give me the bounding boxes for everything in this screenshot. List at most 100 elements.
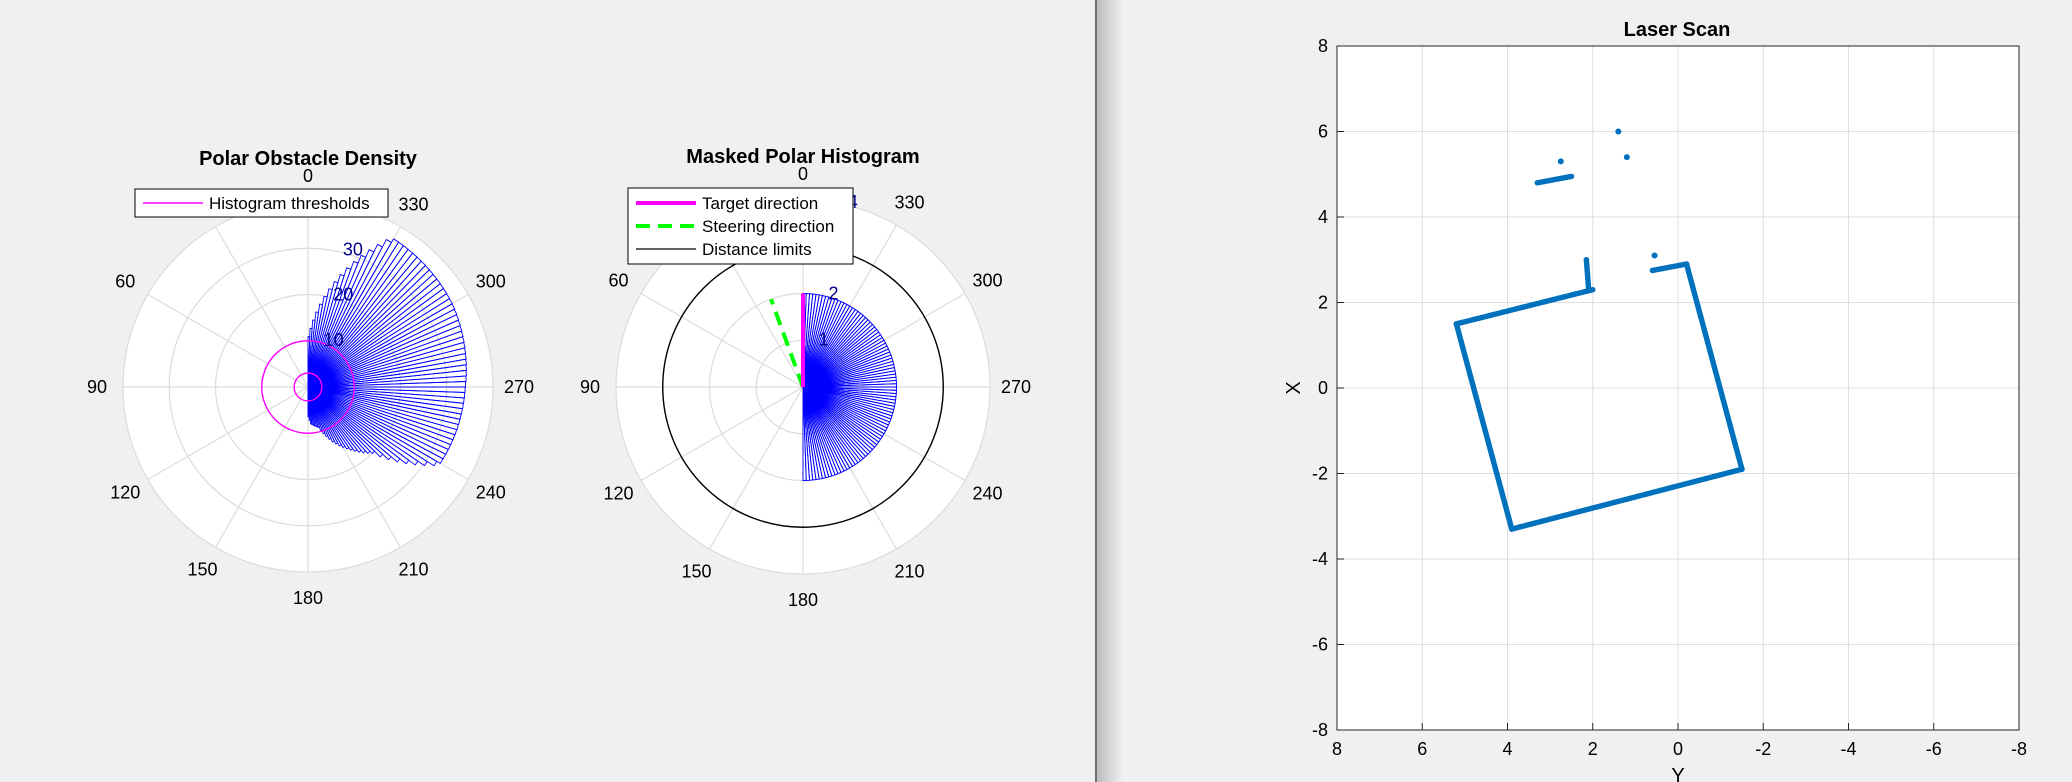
scan-point bbox=[1589, 286, 1596, 293]
x-tick-label: -2 bbox=[1755, 739, 1771, 759]
theta-tick-label: 240 bbox=[476, 483, 506, 503]
r-tick-label: 1 bbox=[819, 329, 829, 349]
theta-tick-label: 180 bbox=[293, 588, 323, 608]
scan-point bbox=[1568, 173, 1575, 180]
y-tick-label: 4 bbox=[1318, 207, 1328, 227]
histogram-bars bbox=[307, 238, 468, 467]
histogram-bar bbox=[307, 303, 324, 388]
scan-point bbox=[1557, 158, 1564, 165]
x-tick-label: 2 bbox=[1588, 739, 1598, 759]
polar-spoke bbox=[214, 386, 309, 548]
theta-tick-label: 150 bbox=[187, 560, 217, 580]
y-axis-label: X bbox=[1283, 381, 1305, 394]
theta-tick-label: 90 bbox=[87, 377, 107, 397]
y-tick-label: -6 bbox=[1312, 635, 1328, 655]
legend-label-limits: Distance limits bbox=[702, 240, 812, 259]
chart-title: Masked Polar Histogram bbox=[686, 146, 919, 168]
y-tick-label: 0 bbox=[1318, 378, 1328, 398]
threshold-circle bbox=[261, 340, 355, 434]
x-tick-label: -6 bbox=[1926, 739, 1942, 759]
y-tick-label: 6 bbox=[1318, 122, 1328, 142]
threshold-circle bbox=[293, 372, 323, 402]
y-tick-label: -8 bbox=[1312, 720, 1328, 740]
masked-polar-histogram-chart: Masked Polar Histogram 03060901201501802… bbox=[580, 146, 1031, 610]
theta-tick-label: 270 bbox=[1001, 377, 1031, 397]
legend-label-target: Target direction bbox=[702, 194, 818, 213]
legend: Target direction Steering direction Dist… bbox=[627, 187, 854, 265]
histogram-bar bbox=[307, 288, 333, 388]
y-tick-label: 2 bbox=[1318, 293, 1328, 313]
polar-spoke bbox=[708, 386, 804, 550]
legend-label-steering: Steering direction bbox=[702, 217, 834, 236]
histogram-bars bbox=[802, 293, 897, 481]
theta-tick-label: 210 bbox=[398, 560, 428, 580]
scan-points bbox=[1453, 128, 1745, 532]
theta-tick-label: 120 bbox=[604, 484, 634, 504]
histogram-bar bbox=[307, 238, 393, 388]
theta-tick-label: 60 bbox=[609, 271, 629, 291]
theta-tick-label: 90 bbox=[580, 377, 600, 397]
steering-direction-line bbox=[769, 298, 805, 388]
histogram-bar bbox=[307, 295, 328, 388]
y-tick-label: 8 bbox=[1318, 36, 1328, 56]
x-axis-label: Y bbox=[1671, 765, 1684, 782]
x-tick-label: 6 bbox=[1417, 739, 1427, 759]
polar-spoke bbox=[147, 386, 309, 481]
legend-label-thresholds: Histogram thresholds bbox=[209, 194, 370, 213]
histogram-bar bbox=[307, 254, 367, 388]
x-tick-label: 0 bbox=[1673, 739, 1683, 759]
scan-point bbox=[1651, 252, 1658, 259]
polar-obstacle-density-chart: Polar Obstacle Density 0 30 60 90 120 150 180 2… bbox=[87, 148, 534, 608]
chart-title: Laser Scan bbox=[1624, 19, 1731, 41]
theta-tick-label: 240 bbox=[972, 484, 1002, 504]
theta-tick-label: 210 bbox=[894, 561, 924, 581]
histogram-bar bbox=[307, 243, 384, 388]
histogram-bar bbox=[307, 280, 339, 388]
window-divider bbox=[1095, 0, 1123, 782]
r-tick-label: 10 bbox=[324, 330, 344, 350]
r-tick-label: 30 bbox=[343, 239, 363, 259]
histogram-bar bbox=[307, 267, 352, 388]
histogram-bar bbox=[307, 319, 316, 388]
legend: Histogram thresholds bbox=[134, 188, 389, 218]
theta-tick-label: 0 bbox=[303, 166, 313, 186]
scan-point bbox=[1623, 154, 1630, 161]
theta-tick-label: 120 bbox=[110, 483, 140, 503]
theta-tick-label: 300 bbox=[476, 272, 506, 292]
y-tick-label: -2 bbox=[1312, 464, 1328, 484]
x-tick-label: 4 bbox=[1502, 739, 1512, 759]
theta-tick-label: 150 bbox=[681, 561, 711, 581]
scan-point bbox=[1583, 256, 1590, 263]
histogram-bar bbox=[307, 273, 345, 388]
histogram-bar bbox=[307, 238, 400, 388]
theta-tick-label: 330 bbox=[894, 193, 924, 213]
theta-tick-label: 0 bbox=[798, 164, 808, 184]
polar-spoke bbox=[147, 293, 309, 388]
r-tick-label: 2 bbox=[828, 284, 838, 304]
theta-tick-label: 270 bbox=[504, 377, 534, 397]
chart-title: Polar Obstacle Density bbox=[199, 148, 418, 170]
histogram-thresholds bbox=[261, 340, 355, 434]
theta-tick-label: 60 bbox=[115, 272, 135, 292]
plot-frame bbox=[1336, 45, 2020, 731]
theta-tick-label: 180 bbox=[788, 590, 818, 610]
polar-spoke bbox=[214, 226, 309, 388]
r-tick-label: 20 bbox=[333, 285, 353, 305]
histogram-bar bbox=[307, 327, 313, 388]
histogram-bar bbox=[307, 249, 375, 388]
theta-tick-label: 330 bbox=[398, 194, 428, 214]
theta-tick-label: 300 bbox=[972, 271, 1002, 291]
x-tick-label: -4 bbox=[1840, 739, 1856, 759]
polar-spoke bbox=[640, 386, 804, 482]
scan-point bbox=[1649, 267, 1656, 274]
x-tick-label: -8 bbox=[2011, 739, 2027, 759]
histogram-bar bbox=[307, 311, 320, 388]
histogram-bar bbox=[307, 336, 311, 388]
y-tick-label: -4 bbox=[1312, 549, 1328, 569]
scan-point bbox=[1615, 128, 1622, 135]
polar-spoke bbox=[640, 292, 804, 388]
